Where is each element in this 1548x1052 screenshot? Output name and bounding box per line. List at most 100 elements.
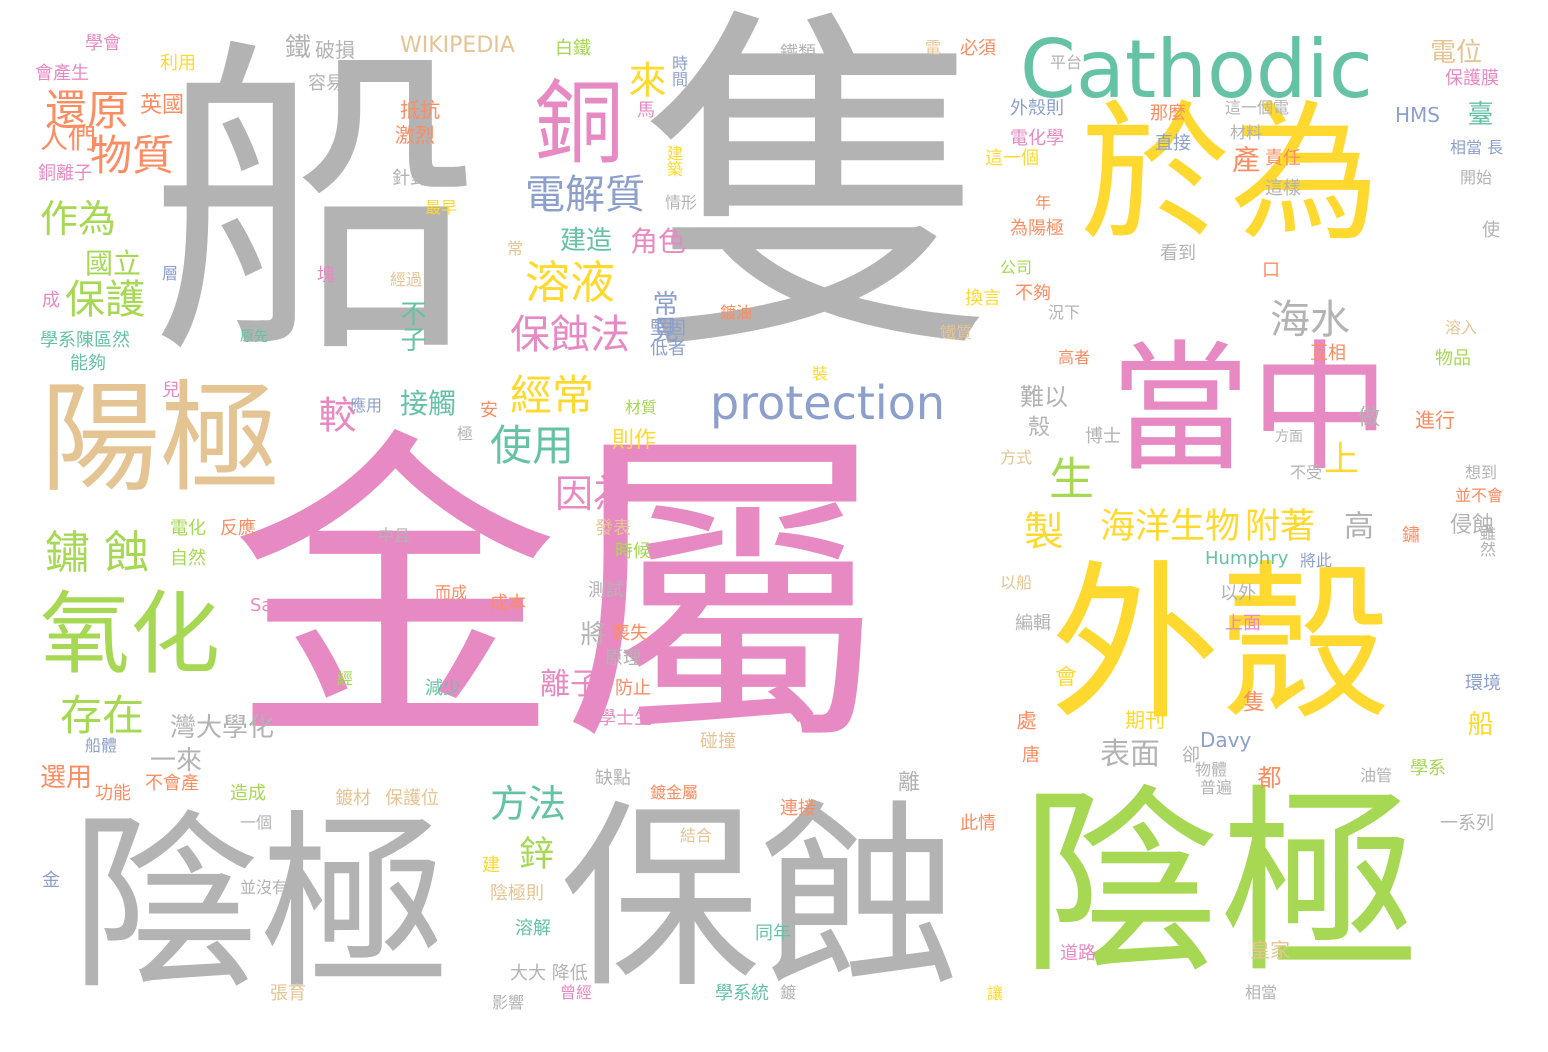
cloud-word: 影響 [492,993,525,1012]
cloud-word: 隻 [1239,690,1264,712]
cloud-word: 氧化 [40,582,220,687]
cloud-word: 相當 [1245,983,1278,1002]
cloud-word: 成 [39,290,60,308]
cloud-word: 減少 [425,678,461,699]
cloud-word: 殼 [1024,415,1049,437]
cloud-word: 隻 [640,0,1000,399]
cloud-word: 船 [150,13,480,397]
cloud-word: 都 [1253,765,1281,789]
cloud-word: 此情 [960,813,996,834]
cloud-word: 較 [312,395,356,433]
cloud-word: 於為 [1080,88,1381,262]
cloud-word: 以船 [1000,573,1033,592]
cloud-word: 材質 [625,398,658,417]
cloud-word: 保護膜 [1445,68,1499,89]
cloud-word: 則作 [612,428,657,453]
cloud-word: 難以 [1020,383,1068,411]
cloud-word: 會 [1051,665,1076,687]
cloud-word: 必須 [960,38,996,59]
cloud-word: 選用 [40,763,93,793]
cloud-word: 保蝕 [560,783,961,1016]
cloud-word: 金屬 [230,403,890,787]
cloud-word: 建 [479,855,500,873]
cloud-word: 應用 [350,396,383,415]
cloud-word: 以外 [1220,583,1256,604]
cloud-word: 發表 [595,518,631,539]
cloud-word: 鏽 蝕 [45,526,150,579]
cloud-word: 極 [454,425,473,441]
cloud-word: 普遍 [1200,778,1233,797]
cloud-word: 鍍金屬 [650,783,699,802]
cloud-word: 金 [39,870,60,888]
cloud-word: HMS [1395,103,1440,127]
cloud-word: 經 [334,670,353,686]
cloud-word: 一系列 [1440,813,1494,834]
cloud-word: 這樣 [1265,178,1301,199]
cloud-word: 馬 [634,100,655,118]
cloud-word: 原先 [240,329,268,345]
cloud-word: 防止 [615,678,651,699]
cloud-word: 陰極則 [490,883,544,904]
cloud-word: 曾經 [560,983,593,1002]
cloud-word: 物質 [90,131,175,180]
cloud-word: 堅固 [650,318,686,339]
cloud-word: 看到 [1160,243,1196,264]
cloud-word: 相當 長 [1450,138,1504,157]
cloud-word: 同年 [755,923,791,944]
cloud-word: 不受 [1290,463,1323,482]
cloud-word: 時候 [615,541,651,562]
cloud-word: 低者 [650,338,686,359]
cloud-word: 離子 [540,667,600,702]
cloud-word: 方法 [490,782,567,826]
cloud-word: 皇家 [1250,938,1290,962]
cloud-word: 作為 [40,197,117,241]
cloud-word: 為陽極 [1010,218,1064,239]
cloud-word: 責任 [1265,148,1301,169]
cloud-word: 抵抗 [400,98,440,122]
cloud-word: 電解質 [525,172,645,218]
cloud-word: 學系陳區然 [40,330,130,351]
cloud-word: 並不會 [1455,486,1504,505]
cloud-word: 離 [894,770,919,792]
cloud-word: 反應 [220,518,256,539]
cloud-word: 英國 [140,93,185,118]
cloud-word: 原理 [605,648,641,669]
cloud-word: 口 [1259,260,1280,278]
cloud-word: 測試 [588,580,624,601]
cloud-word: 裝 [809,365,828,381]
cloud-word: 並沒有 [240,878,289,897]
cloud-word: 銅 [518,75,623,165]
cloud-word: 鐵 [285,33,312,63]
cloud-word: 將此 [1300,551,1333,570]
cloud-word: 國立 [85,247,142,280]
cloud-word: 溶入 [1445,318,1478,337]
cloud-word: 將 [576,620,606,646]
cloud-word: 人們 [40,122,97,155]
cloud-word: 博士 [1085,426,1121,447]
cloud-word: 雖然 [1477,525,1496,557]
cloud-word: 互相 [1310,343,1346,364]
cloud-word: 鍍材 [335,788,371,809]
cloud-word: 陰極 [70,794,451,1015]
cloud-word: 公司 [1000,258,1033,277]
cloud-word: Davy [1200,728,1252,752]
cloud-word: 而成 [435,583,468,602]
cloud-word: 能夠 [70,353,106,374]
cloud-word: 唐 [1019,745,1040,763]
cloud-word: 電化學 [1010,128,1064,149]
cloud-word: 結合 [680,826,713,845]
cloud-word: 這一個 [985,148,1039,169]
cloud-word: 直接 [1155,133,1191,154]
cloud-word: 存在 [60,691,145,740]
cloud-word: 使用 [490,421,575,470]
cloud-word: 侵蝕 [1450,513,1495,538]
cloud-word: 銅離子 [38,163,92,184]
cloud-word: 況下 [1048,303,1081,322]
cloud-word: 保護 [65,277,145,323]
cloud-word: 時間 [669,55,688,87]
cloud-word: 期刊 [1125,708,1165,732]
cloud-word: 利用 [160,53,196,74]
cloud-word: 做 [1354,405,1379,427]
cloud-word: 製 [1017,510,1063,550]
